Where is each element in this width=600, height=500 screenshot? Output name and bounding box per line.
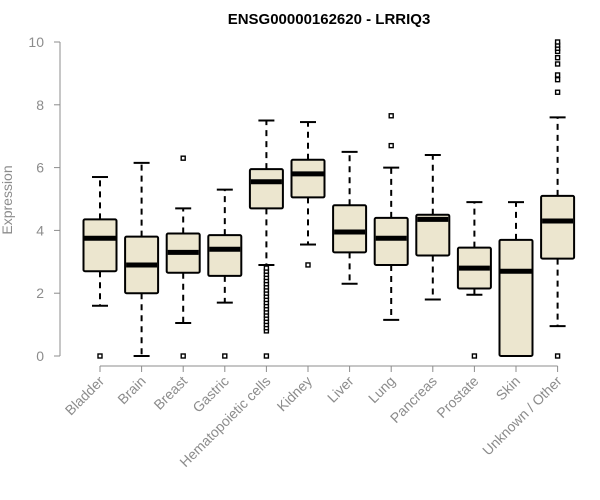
box-group — [290, 121, 326, 268]
box-group — [498, 201, 534, 358]
box-group — [207, 188, 243, 359]
box-group — [332, 150, 368, 285]
outlier-point — [388, 142, 394, 149]
y-tick-label: 8 — [36, 97, 44, 113]
box-group — [540, 39, 576, 359]
box-group — [456, 201, 492, 359]
box-group — [415, 154, 451, 301]
outlier-point — [554, 55, 561, 61]
boxes-group — [82, 39, 576, 359]
outlier-point — [554, 61, 561, 67]
outlier-point — [471, 353, 478, 359]
x-tick-label: Bladder — [62, 373, 108, 419]
y-tick-label: 4 — [36, 222, 44, 238]
x-tick-label: Skin — [493, 373, 524, 404]
y-axis-label: Expression — [0, 165, 15, 234]
outlier-point — [222, 353, 228, 359]
outlier-point — [305, 262, 311, 268]
outlier-point — [263, 265, 270, 271]
iqr-box — [415, 213, 451, 257]
y-tick-label: 6 — [36, 160, 44, 176]
iqr-box — [248, 168, 284, 210]
box-group — [165, 155, 201, 359]
outlier-point — [554, 76, 561, 83]
iqr-box — [373, 216, 409, 266]
iqr-box — [290, 158, 326, 199]
iqr-box — [498, 238, 534, 358]
outlier-point — [554, 72, 561, 78]
outlier-point — [554, 353, 561, 359]
outlier-point — [388, 113, 394, 119]
box-group — [248, 119, 284, 359]
y-axis: 0 2 4 6 8 10 — [28, 34, 61, 364]
y-tick-label: 2 — [36, 285, 44, 301]
iqr-box — [207, 234, 243, 277]
outlier-point — [180, 353, 186, 359]
iqr-box — [332, 204, 368, 254]
outlier-point — [554, 39, 561, 45]
box-group — [373, 113, 409, 321]
x-tick-label: Prostate — [433, 373, 481, 421]
y-tick-label: 10 — [28, 34, 44, 50]
box-group — [82, 176, 118, 359]
x-tick-label: Lung — [365, 373, 398, 406]
x-tick-label: Brain — [114, 373, 148, 407]
iqr-box — [540, 194, 576, 260]
x-tick-label: Kidney — [274, 373, 316, 415]
x-tick-label: Unknown / Other — [479, 373, 565, 459]
outlier-point — [263, 353, 270, 359]
y-tick-label: 0 — [36, 348, 44, 364]
chart-title: ENSG00000162620 - LRRIQ3 — [228, 11, 431, 28]
box-group — [124, 161, 160, 357]
x-tick-label: Liver — [324, 373, 357, 406]
outlier-point — [554, 89, 561, 95]
outlier-point — [97, 353, 103, 359]
outlier-point — [180, 155, 186, 161]
iqr-box — [82, 218, 118, 273]
x-tick-label: Breast — [150, 373, 190, 413]
